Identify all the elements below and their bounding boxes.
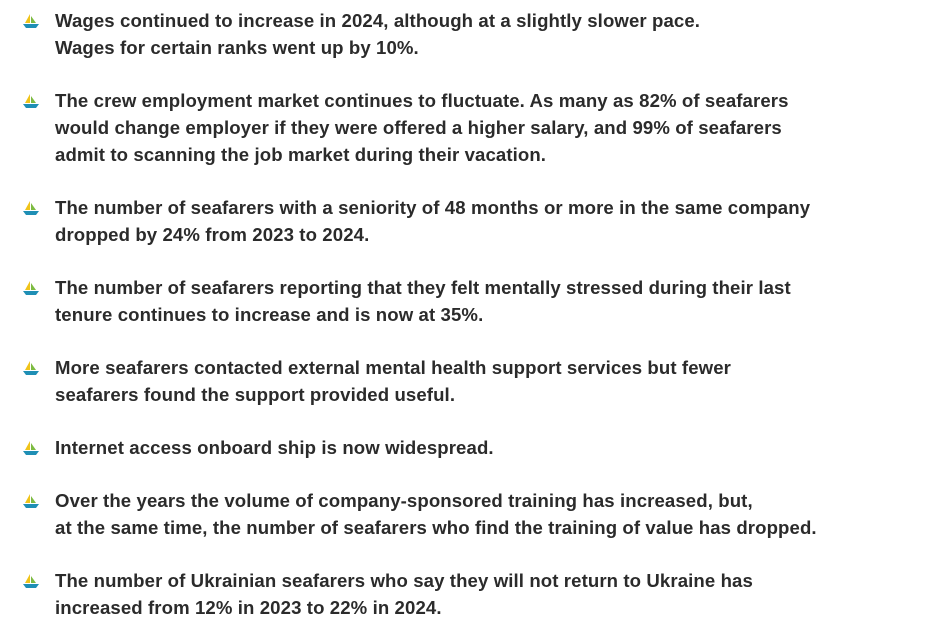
bullet-item: The number of seafarers reporting that t…: [0, 274, 943, 328]
bullet-text: would change employer if they were offer…: [55, 117, 782, 138]
ship-icon: [23, 94, 39, 108]
bullet-text: at the same time, the number of seafarer…: [55, 517, 817, 538]
bullet-text: The number of Ukrainian seafarers who sa…: [55, 570, 753, 591]
ship-icon: [23, 441, 39, 455]
ship-icon: [23, 281, 39, 295]
page: Wages continued to increase in 2024, alt…: [23, 10, 817, 618]
bullet-text: The number of seafarers with a seniority…: [55, 197, 811, 218]
bullet-text: increased from 12% in 2023 to 22% in 202…: [55, 597, 442, 618]
bullet-text: seafarers found the support provided use…: [55, 384, 456, 405]
bullet-item: Wages continued to increase in 2024, alt…: [0, 7, 943, 61]
bullet-item: The crew employment market continues to …: [0, 87, 943, 168]
bullet-text: Wages continued to increase in 2024, alt…: [55, 10, 701, 31]
bullet-item: The number of Ukrainian seafarers who sa…: [0, 567, 943, 621]
ship-icon: [23, 361, 39, 375]
bullet-text: Over the years the volume of company-spo…: [55, 490, 753, 511]
bullet-item: Over the years the volume of company-spo…: [0, 487, 943, 541]
ship-icon: [23, 494, 39, 508]
bullet-text: Internet access onboard ship is now wide…: [55, 437, 494, 458]
bullet-text: The number of seafarers reporting that t…: [55, 277, 791, 298]
bullet-text: Wages for certain ranks went up by 10%.: [55, 37, 419, 58]
bullet-item: More seafarers contacted external mental…: [0, 354, 943, 408]
ship-icon: [23, 14, 39, 28]
bullet-text: More seafarers contacted external mental…: [55, 357, 731, 378]
bullet-item: The number of seafarers with a seniority…: [0, 194, 943, 248]
bullet-item: Internet access onboard ship is now wide…: [0, 434, 943, 461]
ship-icon: [23, 574, 39, 588]
bullet-text: tenure continues to increase and is now …: [55, 304, 484, 325]
bullet-text: admit to scanning the job market during …: [55, 144, 547, 165]
bullet-text: The crew employment market continues to …: [55, 90, 789, 111]
bullet-text: dropped by 24% from 2023 to 2024.: [55, 224, 370, 245]
ship-icon: [23, 201, 39, 215]
